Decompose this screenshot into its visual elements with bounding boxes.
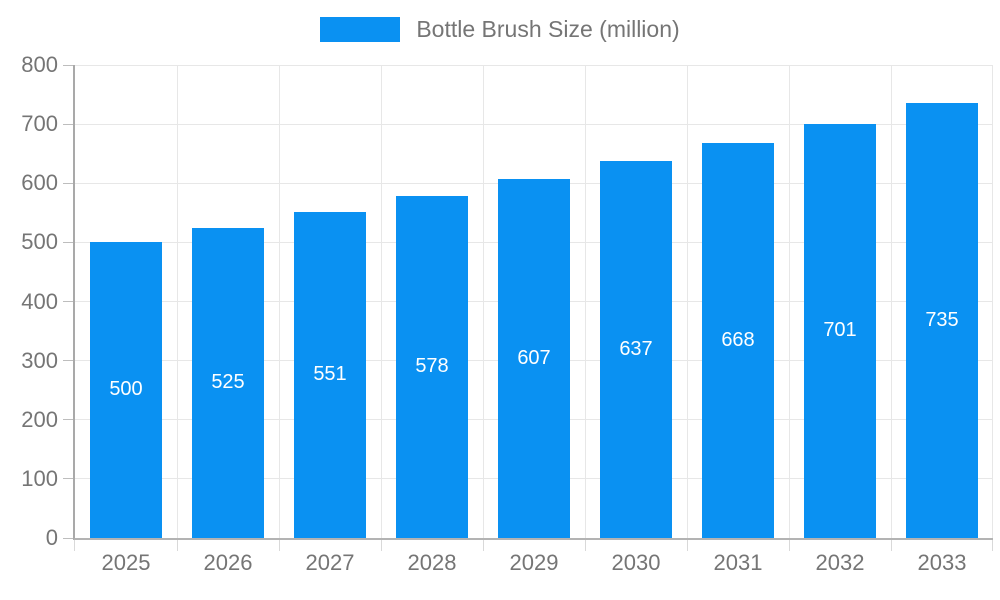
y-axis-tick	[63, 123, 73, 125]
gridline-x	[585, 65, 586, 538]
gridline-x	[483, 65, 484, 538]
x-axis-tick	[279, 540, 280, 551]
gridline-x	[891, 65, 892, 538]
bar-2032: 701	[804, 123, 876, 538]
bar-value-label: 607	[517, 346, 551, 369]
y-axis-label: 600	[21, 170, 58, 196]
x-axis-label-2025: 2025	[101, 550, 151, 575]
legend-item[interactable]: Bottle Brush Size (million)	[320, 16, 680, 43]
gridline-x	[177, 65, 178, 538]
y-axis-tick	[63, 182, 73, 184]
bar-2029: 607	[498, 179, 570, 538]
bar-value-label: 500	[109, 378, 143, 401]
bar-value-label: 578	[415, 355, 449, 378]
legend-swatch	[320, 17, 401, 42]
x-axis-label-2030: 2030	[611, 550, 661, 575]
gridline-y	[75, 123, 993, 125]
bar-value-label: 551	[313, 363, 347, 386]
x-axis-label-2027: 2027	[305, 550, 355, 575]
y-axis-label: 800	[21, 52, 58, 77]
bar-2030: 637	[600, 161, 672, 538]
gridline-x	[381, 65, 382, 538]
x-axis-tick	[687, 540, 688, 551]
y-axis-label: 200	[21, 406, 58, 432]
y-axis-tick	[63, 537, 73, 539]
x-axis-label-2031: 2031	[713, 550, 763, 575]
y-axis-tick	[63, 478, 73, 480]
y-axis-label: 100	[21, 465, 58, 491]
gridline-y	[75, 65, 993, 66]
y-axis-label: 500	[21, 229, 58, 255]
y-axis-tick	[63, 241, 73, 243]
bar-2031: 668	[702, 143, 774, 538]
x-axis-tick	[381, 540, 382, 551]
y-axis-label: 400	[21, 288, 58, 314]
x-axis-label-2029: 2029	[509, 550, 559, 575]
bar-value-label: 701	[823, 318, 857, 341]
gridline-x	[992, 65, 993, 538]
bar-2027: 551	[294, 212, 366, 538]
legend-label: Bottle Brush Size (million)	[416, 16, 680, 42]
gridline-x	[279, 65, 280, 538]
bar-2033: 735	[906, 103, 978, 538]
x-axis-label-2028: 2028	[407, 550, 457, 575]
x-axis-tick	[177, 540, 178, 551]
bar-value-label: 525	[211, 370, 245, 393]
x-axis-tick	[74, 540, 75, 551]
x-axis-tick	[891, 540, 892, 551]
bar-value-label: 637	[619, 337, 653, 360]
x-axis-tick	[789, 540, 790, 551]
bar-2028: 578	[396, 196, 468, 538]
bar-value-label: 668	[721, 328, 755, 351]
plot-area: 0 100 200 300 400 500 600 700 800 500 2025 525 2026 5…	[21, 54, 993, 575]
x-axis-label-2033: 2033	[917, 550, 967, 575]
bar-2025: 500	[90, 242, 162, 538]
y-axis-tick	[63, 301, 73, 302]
x-axis-tick	[992, 540, 993, 551]
y-axis-label: 0	[45, 525, 58, 550]
gridline-x	[687, 65, 688, 538]
bar-2026: 525	[192, 227, 264, 538]
y-axis-label: 700	[21, 111, 58, 137]
y-axis-tick	[63, 419, 73, 421]
bar-value-label: 735	[925, 308, 959, 331]
x-axis-tick	[585, 540, 586, 551]
x-axis-label-2026: 2026	[203, 550, 253, 575]
gridline-x	[789, 65, 790, 538]
y-axis-tick	[63, 64, 73, 66]
x-axis-tick	[483, 540, 484, 551]
y-axis-tick	[63, 360, 73, 362]
x-axis-label-2032: 2032	[815, 550, 865, 575]
chart-legend: Bottle Brush Size (million)	[0, 16, 1000, 43]
y-axis-label: 300	[21, 347, 58, 373]
